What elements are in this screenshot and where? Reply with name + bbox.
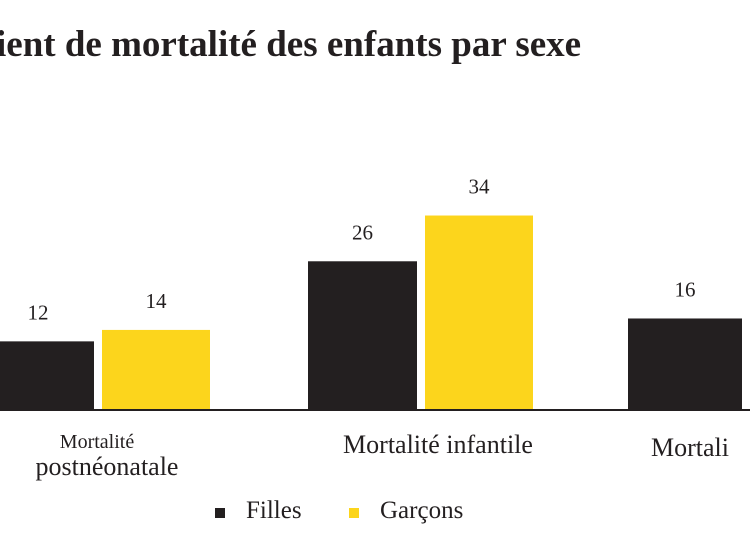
bar-filles-0 [0,341,94,410]
x-tick-label: Mortalité infantile [343,430,533,459]
legend-swatch [215,508,225,518]
bars-layer [0,215,742,410]
bar-garons-0 [102,329,210,410]
x-tick-label: Mortalité [60,431,135,453]
bar-filles-2 [628,318,742,410]
bar-filles-1 [308,261,417,410]
legend-label: Filles [246,497,302,524]
data-label: 34 [469,175,491,199]
chart-title: ient de mortalité des enfants par sexe [0,24,581,65]
x-tick-label: Mortali [651,433,729,462]
legend-swatch [349,508,359,518]
data-label: 26 [352,220,373,244]
data-label: 14 [146,289,168,313]
bar-garons-1 [425,215,533,410]
x-tick-label: postnéonatale [36,452,179,481]
data-label: 16 [675,277,696,301]
data-label: 12 [28,300,49,324]
legend: Filles Garçons [215,497,463,524]
legend-label: Garçons [380,497,463,524]
